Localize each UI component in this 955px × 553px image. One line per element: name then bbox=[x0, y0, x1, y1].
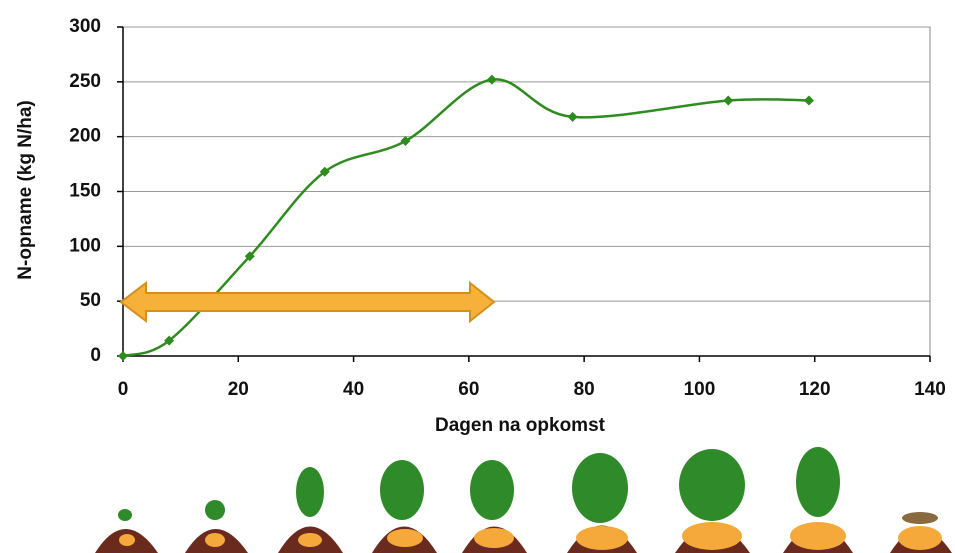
plant-stages bbox=[95, 447, 952, 553]
plot-area: 0 50 100 150 200 250 300 0 20 40 60 80 100 120 140 bbox=[69, 16, 946, 400]
y-tick-label: 200 bbox=[69, 126, 101, 147]
chart: Dagen na opkomst N-opname (kg N/ha) 0 50 1… bbox=[0, 0, 955, 553]
x-tick-label: 20 bbox=[228, 379, 249, 400]
x-tick-label: 140 bbox=[914, 379, 946, 400]
y-tick-label: 300 bbox=[69, 16, 101, 37]
y-tick-label: 0 bbox=[90, 345, 101, 366]
x-tick-label: 0 bbox=[118, 379, 129, 400]
x-tick-label: 100 bbox=[684, 379, 716, 400]
x-tick-label: 40 bbox=[343, 379, 364, 400]
y-axis-title: N-opname (kg N/ha) bbox=[15, 100, 36, 279]
x-tick-label: 120 bbox=[799, 379, 831, 400]
x-tick-label: 80 bbox=[574, 379, 595, 400]
y-tick-label: 150 bbox=[69, 181, 101, 202]
x-tick-label: 60 bbox=[458, 379, 479, 400]
y-tick-label: 250 bbox=[69, 71, 101, 92]
y-tick-label: 50 bbox=[80, 290, 101, 311]
x-axis-title: Dagen na opkomst bbox=[435, 415, 606, 436]
y-tick-label: 100 bbox=[69, 235, 101, 256]
